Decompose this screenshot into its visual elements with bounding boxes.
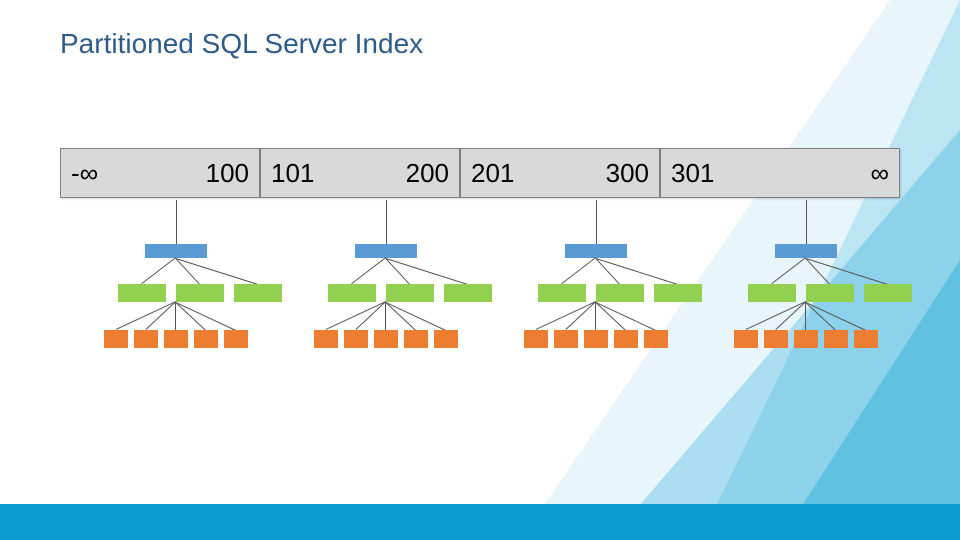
index-leaf-node <box>134 330 158 348</box>
index-intermediate-node <box>176 284 224 302</box>
index-root-node <box>565 244 627 258</box>
connector-line <box>806 302 866 331</box>
connector-line <box>355 301 386 330</box>
connector-line <box>595 302 596 330</box>
partition-header-row: -∞100101200201300301∞ <box>60 148 900 198</box>
connector-line <box>385 302 386 330</box>
partition-cell-right: 100 <box>160 158 259 189</box>
index-intermediate-node <box>596 284 644 302</box>
connector-line <box>141 257 176 284</box>
index-root-node <box>355 244 417 258</box>
index-leaf-node <box>524 330 548 348</box>
index-leaf-node <box>344 330 368 348</box>
index-leaf-node <box>404 330 428 348</box>
partition-cell-left: 301 <box>661 158 780 189</box>
connector-line <box>561 257 596 284</box>
partition-cell-left: 201 <box>461 158 560 189</box>
partition-cell-right: 300 <box>560 158 659 189</box>
connector-line <box>596 302 656 331</box>
index-intermediate-node <box>538 284 586 302</box>
partition-tree <box>90 200 262 360</box>
index-leaf-node <box>794 330 818 348</box>
index-intermediate-node <box>806 284 854 302</box>
connector-line <box>746 301 806 330</box>
index-intermediate-node <box>748 284 796 302</box>
connector-line <box>775 301 806 330</box>
index-intermediate-node <box>654 284 702 302</box>
index-leaf-node <box>314 330 338 348</box>
connector-line <box>176 302 236 331</box>
index-intermediate-node <box>328 284 376 302</box>
index-leaf-node <box>104 330 128 348</box>
connector-line <box>385 302 416 331</box>
index-leaf-node <box>734 330 758 348</box>
index-root-node <box>775 244 837 258</box>
connector-line <box>536 301 596 330</box>
index-leaf-node <box>554 330 578 348</box>
index-intermediate-node <box>444 284 492 302</box>
partition-cell-right: 200 <box>360 158 459 189</box>
partition-cell: -∞100 <box>60 148 260 198</box>
partition-tree <box>510 200 682 360</box>
connector-line <box>326 301 386 330</box>
partition-cell: 301∞ <box>660 148 900 198</box>
partition-cell: 101200 <box>260 148 460 198</box>
index-leaf-node <box>194 330 218 348</box>
partition-tree <box>300 200 472 360</box>
index-leaf-node <box>584 330 608 348</box>
index-leaf-node <box>824 330 848 348</box>
connector-line <box>771 257 806 284</box>
index-leaf-node <box>164 330 188 348</box>
connector-line <box>145 301 176 330</box>
connector-line <box>565 301 596 330</box>
connector-line <box>386 302 446 331</box>
partition-tree <box>720 200 892 360</box>
connector-line <box>805 302 836 331</box>
partition-cell-right: ∞ <box>780 158 899 189</box>
index-leaf-node <box>614 330 638 348</box>
index-leaf-node <box>854 330 878 348</box>
slide-title: Partitioned SQL Server Index <box>60 28 423 60</box>
partition-cell-left: 101 <box>261 158 360 189</box>
index-intermediate-node <box>234 284 282 302</box>
connector-line <box>175 302 176 330</box>
index-intermediate-node <box>386 284 434 302</box>
connector-line <box>351 257 386 284</box>
index-leaf-node <box>224 330 248 348</box>
index-intermediate-node <box>118 284 166 302</box>
index-leaf-node <box>434 330 458 348</box>
index-intermediate-node <box>864 284 912 302</box>
index-root-node <box>145 244 207 258</box>
connector-line <box>116 301 176 330</box>
index-leaf-node <box>644 330 668 348</box>
partition-cell-left: -∞ <box>61 158 160 189</box>
index-leaf-node <box>374 330 398 348</box>
connector-line <box>175 302 206 331</box>
connector-line <box>595 302 626 331</box>
index-leaf-node <box>764 330 788 348</box>
connector-line <box>805 302 806 330</box>
partition-cell: 201300 <box>460 148 660 198</box>
